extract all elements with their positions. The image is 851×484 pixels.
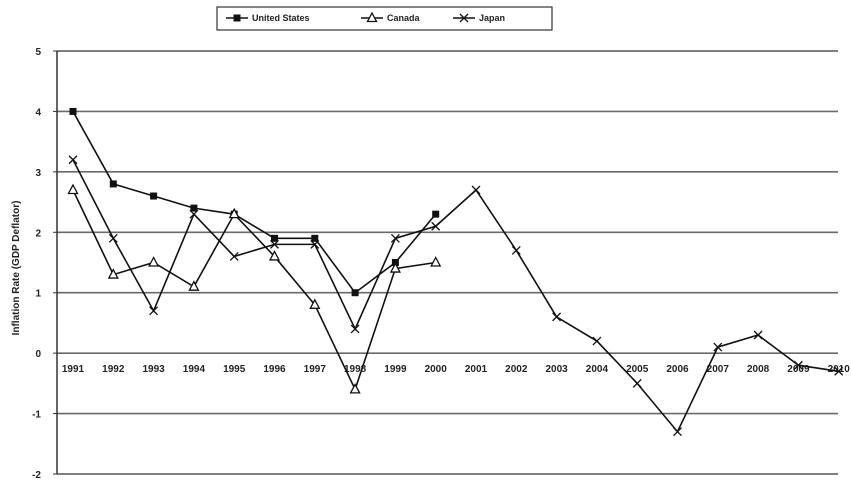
legend-entry: Canada (361, 11, 421, 23)
legend: United States Canada Japan (216, 6, 553, 31)
data-point (228, 207, 240, 219)
y-axis-label: Inflation Rate (GDP Deflator) (11, 201, 22, 336)
x-tick-label: 1994 (183, 364, 206, 375)
data-point (229, 251, 239, 261)
data-point (511, 245, 521, 255)
data-point (108, 233, 118, 243)
series-line (72, 159, 839, 434)
data-point (552, 312, 562, 322)
data-point (233, 14, 241, 22)
data-point (834, 366, 844, 376)
data-point (107, 268, 119, 279)
data-point (471, 185, 481, 195)
x-tick-label: 2009 (787, 364, 810, 375)
data-point (592, 336, 602, 346)
x-tick-label: 2004 (586, 364, 609, 375)
series-canada (67, 183, 442, 394)
y-tick-label: 1 (35, 289, 41, 300)
x-tick-label: 1993 (142, 364, 165, 375)
x-tick-label: 2002 (505, 364, 528, 375)
x-tick-label: 2000 (425, 364, 448, 375)
data-point (366, 11, 378, 23)
x-tick-label: 1999 (384, 364, 407, 375)
data-point (310, 239, 320, 249)
data-point (309, 298, 321, 309)
series-line (72, 111, 437, 294)
data-point (673, 427, 682, 437)
data-point (632, 378, 642, 388)
x-tick-label: 1996 (263, 364, 286, 375)
data-point (430, 256, 442, 267)
x-axis-ticks: 1991 1992 1993 1994 1995 1996 1997 1998 1999 2000… (62, 364, 850, 375)
data-point (753, 330, 763, 340)
data-point (459, 13, 469, 23)
x-tick-label: 2005 (626, 364, 649, 375)
data-point (350, 324, 360, 334)
data-point (713, 342, 723, 352)
series-group (67, 107, 844, 437)
legend-label: Canada (387, 13, 421, 23)
data-point (148, 256, 160, 267)
x-tick-label: 1995 (223, 364, 246, 375)
x-tick-label: 1998 (344, 364, 367, 375)
data-point (389, 262, 401, 273)
legend-entry: Japan (453, 13, 505, 23)
series-japan (68, 155, 844, 437)
y-tick-label: 3 (35, 168, 41, 179)
legend-box (216, 6, 553, 31)
x-tick-label: 2001 (465, 364, 488, 375)
x-tick-label: 1992 (102, 364, 125, 375)
series-line (72, 189, 436, 392)
x-tick-label: 2008 (747, 364, 770, 375)
data-point (109, 180, 117, 188)
x-tick-label: 1997 (304, 364, 327, 375)
data-point (311, 234, 319, 242)
y-tick-label: 2 (35, 228, 41, 239)
data-point (189, 209, 199, 219)
data-point (69, 107, 77, 115)
data-point (270, 239, 279, 249)
data-point (190, 204, 198, 212)
data-point (390, 233, 400, 243)
x-tick-label: 2006 (666, 364, 689, 375)
data-point (793, 360, 803, 370)
data-point (150, 192, 158, 200)
legend-label: United States (252, 13, 310, 23)
data-point (349, 383, 361, 394)
series-united-states (69, 107, 440, 297)
x-tick-label: 2010 (828, 364, 851, 375)
x-tick-label: 2007 (707, 364, 730, 375)
data-point (431, 221, 441, 231)
legend-label: Japan (479, 13, 505, 23)
y-axis-ticks: 5 4 3 2 1 0 -1 -2 (32, 47, 57, 481)
data-point (149, 306, 159, 316)
y-tick-label: 0 (35, 349, 41, 360)
x-tick-label: 2003 (545, 364, 568, 375)
y-tick-label: 5 (35, 47, 41, 58)
data-point (351, 289, 359, 297)
x-tick-label: 1991 (62, 364, 85, 375)
data-point (188, 280, 200, 291)
legend-entry: United States (226, 13, 310, 23)
data-point (67, 183, 79, 195)
data-point (271, 234, 278, 242)
y-tick-label: 4 (35, 107, 41, 118)
data-point (68, 155, 78, 165)
data-point (268, 250, 281, 261)
data-point (432, 210, 440, 218)
y-tick-label: -1 (32, 410, 41, 421)
y-tick-label: -2 (32, 470, 41, 481)
plot-frame (56, 50, 838, 475)
